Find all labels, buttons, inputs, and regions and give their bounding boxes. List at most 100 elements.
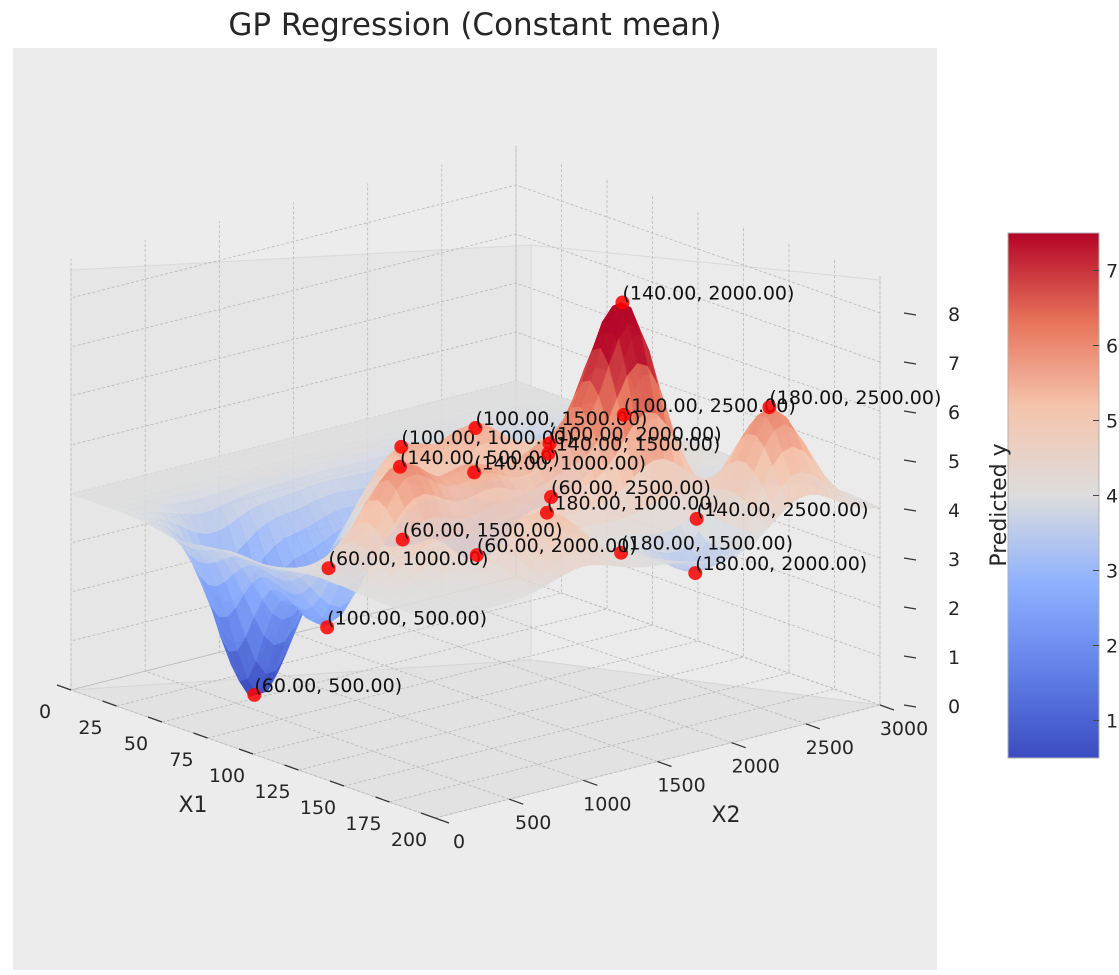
grid-line <box>252 209 699 755</box>
grid-line <box>389 257 835 803</box>
x1-tick-label: 200 <box>391 829 427 851</box>
point-label: (180.00, 2000.00) <box>695 553 867 575</box>
x2-tick <box>879 704 895 711</box>
data-point <box>689 511 704 526</box>
x2-tick <box>583 779 598 786</box>
data-point <box>467 465 482 480</box>
x2-tick-label: 500 <box>515 812 551 834</box>
x2-tick <box>731 742 746 749</box>
x2-tick <box>508 798 524 805</box>
data-point <box>321 561 336 576</box>
grid-line <box>70 282 881 412</box>
x1-tick-label: 125 <box>254 781 290 803</box>
grid-line <box>434 273 881 819</box>
x1-axis-label: X1 <box>178 793 207 818</box>
z-tick-label: 0 <box>948 696 960 718</box>
point-label: (140.00, 500.00) <box>400 447 560 469</box>
point-label: (140.00, 1500.00) <box>548 434 720 456</box>
point-label: (180.00, 1000.00) <box>547 493 719 515</box>
x1-tick-label: 100 <box>209 765 245 787</box>
x2-tick-label: 1000 <box>583 793 631 815</box>
colorbar <box>1007 232 1100 759</box>
z-tick <box>903 704 917 708</box>
grid-line <box>207 193 653 739</box>
point-label: (140.00, 1000.00) <box>474 452 646 474</box>
point-label: (60.00, 2000.00) <box>477 535 637 557</box>
colorbar-tick-label: 2 <box>1106 636 1118 658</box>
data-point <box>320 620 335 635</box>
x1-tick <box>102 700 117 707</box>
x2-axis-label: X2 <box>711 803 740 828</box>
z-tick <box>903 655 917 659</box>
data-point <box>688 566 703 581</box>
colorbar-tick-label: 1 <box>1106 711 1118 733</box>
data-points: (60.00, 500.00) (100.00, 500.00) (140.00, … <box>247 282 941 702</box>
x1-tick <box>56 684 72 691</box>
data-point <box>614 545 629 560</box>
z-tick-label: 6 <box>948 402 960 424</box>
x1-tick-label: 150 <box>300 797 336 819</box>
x1-tick-label: 175 <box>345 813 381 835</box>
grid-line <box>116 161 562 707</box>
x2-tick-label: 2500 <box>806 737 854 759</box>
x2-tick-label: 2000 <box>731 756 779 778</box>
colorbar-tick-label: 5 <box>1106 411 1118 433</box>
grid-line <box>70 331 881 461</box>
x2-tick <box>805 723 821 730</box>
z-tick-label: 1 <box>948 647 960 669</box>
x1-tick <box>375 796 390 803</box>
point-label: (100.00, 500.00) <box>327 607 487 629</box>
data-point <box>468 421 483 435</box>
point-label: (140.00, 2500.00) <box>697 499 869 521</box>
z-tick <box>903 606 917 610</box>
point-label: (140.00, 2000.00) <box>622 282 794 304</box>
x1-tick <box>147 716 163 723</box>
z-tick <box>903 459 917 463</box>
x1-tick <box>238 748 254 755</box>
x1-tick-label: 0 <box>39 701 51 723</box>
z-tick <box>903 361 917 365</box>
point-label: (60.00, 1500.00) <box>403 520 563 542</box>
point-label: (100.00, 2000.00) <box>550 423 722 445</box>
z-tick <box>903 410 917 414</box>
point-label: (100.00, 2500.00) <box>624 395 796 417</box>
grid-line <box>343 241 790 787</box>
colorbar-tick-label: 4 <box>1106 486 1118 508</box>
x2-tick-label: 3000 <box>880 718 928 740</box>
grid-line <box>367 183 732 744</box>
x1-tick <box>329 780 345 787</box>
data-point <box>762 400 777 415</box>
data-point <box>544 490 559 505</box>
point-label: (60.00, 500.00) <box>254 675 402 697</box>
grid-line <box>70 233 881 363</box>
colorbar-tick-label: 6 <box>1106 336 1118 358</box>
x1-tick-label: 75 <box>169 749 193 771</box>
x1-tick <box>284 764 299 771</box>
chart-title: GP Regression (Constant mean) <box>228 7 721 43</box>
x1-tick-label: 25 <box>78 717 102 739</box>
z-tick-label: 7 <box>948 353 960 375</box>
surface-patch <box>426 616 446 623</box>
grid-line <box>70 145 517 691</box>
grid-line <box>70 184 881 314</box>
colorbar-tick-label: 7 <box>1106 261 1118 283</box>
x2-tick <box>434 817 450 824</box>
data-point <box>392 459 407 474</box>
z-tick-label: 4 <box>948 500 960 522</box>
colorbar-label: Predicted y <box>987 443 1012 566</box>
point-label: (180.00, 2500.00) <box>769 387 941 409</box>
data-point <box>542 436 557 451</box>
z-tick-label: 5 <box>948 451 960 473</box>
z-tick-label: 2 <box>948 598 960 620</box>
grid-line <box>144 239 510 800</box>
grid-line <box>298 225 744 771</box>
point-label: (180.00, 1500.00) <box>621 533 793 555</box>
point-label: (60.00, 2500.00) <box>551 477 711 499</box>
point-label: (60.00, 1000.00) <box>329 548 489 570</box>
point-label: (100.00, 1500.00) <box>476 408 648 430</box>
z-tick <box>903 557 917 561</box>
data-point <box>616 407 631 422</box>
x1-tick <box>193 732 208 739</box>
